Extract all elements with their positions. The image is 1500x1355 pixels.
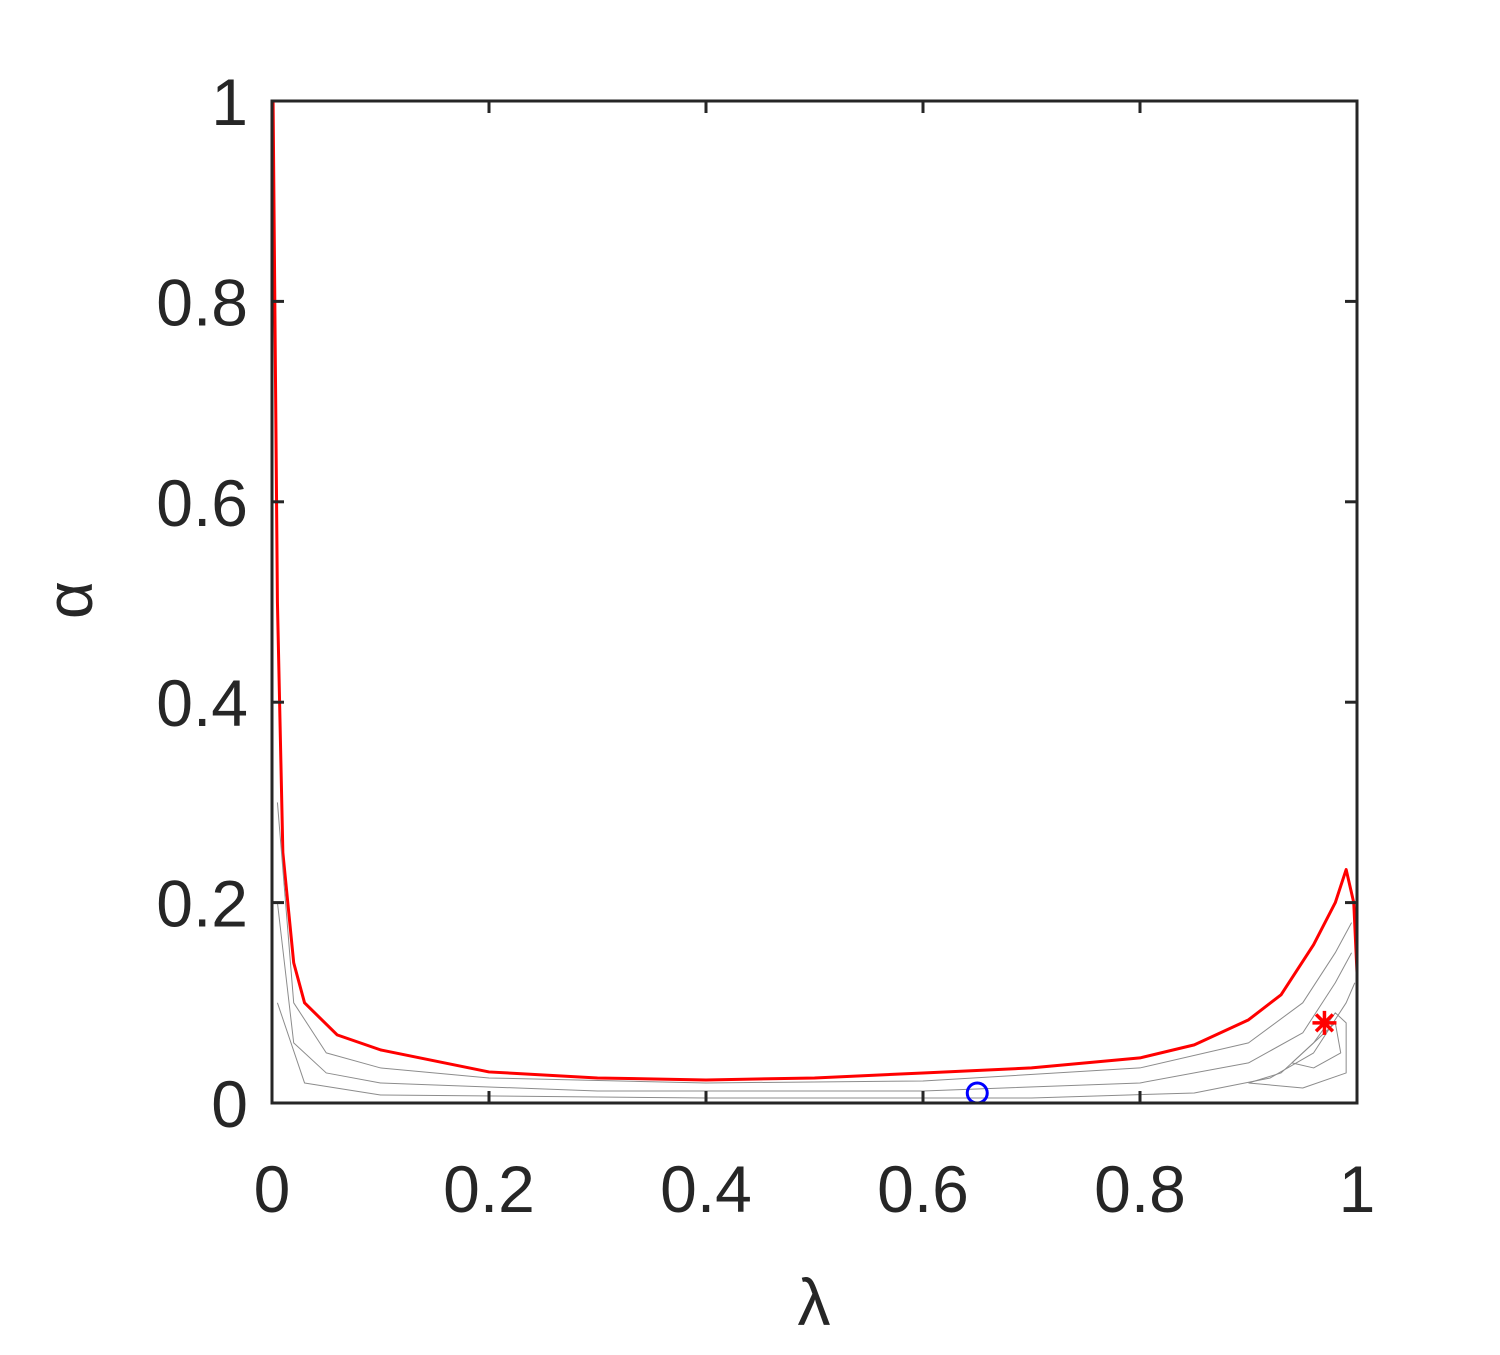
contour-line [1291, 1022, 1342, 1069]
y-tick-label: 0.2 [156, 867, 248, 941]
contour-line [1248, 1012, 1347, 1089]
contour-line [276, 802, 1353, 1084]
y-tick-label: 0.4 [156, 666, 248, 740]
x-axis-label: λ [798, 1265, 831, 1339]
x-tick-label: 0.4 [660, 1152, 752, 1226]
x-tick-label: 0.8 [1094, 1152, 1186, 1226]
contour-line [271, 100, 1359, 1082]
axes-box [270, 99, 1359, 1105]
y-tick-label: 0.8 [156, 265, 248, 339]
x-tick-label: 0 [254, 1152, 291, 1226]
x-tick-label: 1 [1339, 1152, 1376, 1226]
marker-circle [965, 1081, 989, 1105]
contour-line [276, 902, 1353, 1092]
y-tick-label: 1 [211, 65, 248, 139]
marker-asterisk [1312, 1010, 1337, 1035]
y-tick-label: 0 [211, 1067, 248, 1141]
y-tick-label: 0.6 [156, 466, 248, 540]
x-tick-label: 0.2 [443, 1152, 535, 1226]
y-axis-label: α [32, 581, 106, 619]
contour-line [276, 982, 1356, 1099]
x-tick-label: 0.6 [877, 1152, 969, 1226]
